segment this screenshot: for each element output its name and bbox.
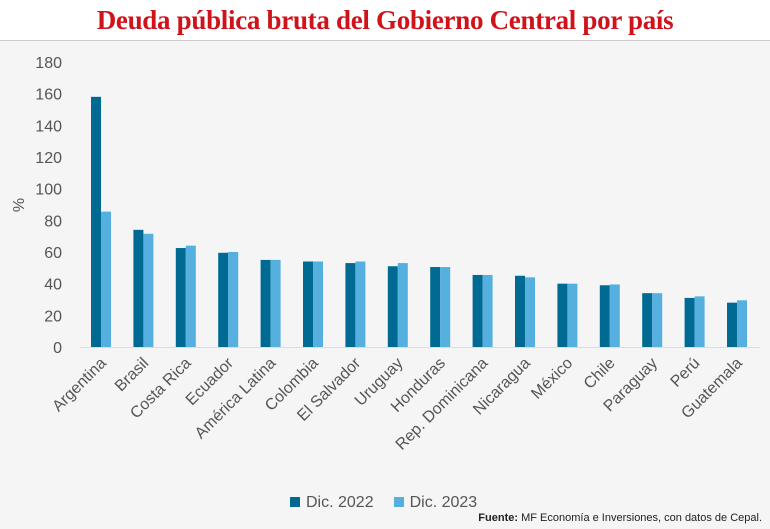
- source-note: Fuente: MF Economía e Inversiones, con d…: [478, 512, 762, 524]
- bar-nicaragua-2023: [525, 277, 535, 347]
- bar-per--2022: [684, 297, 695, 347]
- bar-am-rica-latina-2022: [260, 259, 271, 347]
- y-tick-label: 60: [44, 245, 62, 262]
- y-tick-label: 120: [35, 150, 62, 167]
- bar-costa-rica-2022: [175, 248, 186, 347]
- y-tick-label: 160: [35, 87, 62, 104]
- bar-ecuador-2023: [228, 252, 239, 347]
- bar-chile-2023: [609, 284, 620, 347]
- bar-honduras-2022: [430, 267, 441, 347]
- legend: Dic. 2022 Dic. 2023: [290, 494, 477, 512]
- bar-m-xico-2023: [567, 283, 578, 347]
- x-tick-label: Perú: [668, 355, 704, 391]
- bar-ecuador-2022: [218, 252, 229, 347]
- source-label: Fuente:: [478, 512, 519, 524]
- bar-brasil-2022: [133, 229, 144, 347]
- bar-el-salvador-2023: [355, 261, 366, 347]
- x-tick-label: Chile: [581, 355, 619, 393]
- bar-rep-dominicana-2023: [482, 274, 493, 347]
- bar-argentina-2023: [101, 211, 111, 347]
- bar-paraguay-2023: [652, 293, 663, 347]
- legend-label: Dic. 2022: [306, 494, 374, 511]
- legend-item-2023: Dic. 2023: [393, 494, 478, 512]
- bar-nicaragua-2022: [515, 275, 525, 347]
- legend-swatch: [393, 497, 404, 507]
- chart-title: Deuda pública bruta del Gobierno Central…: [0, 0, 770, 41]
- bar-colombia-2022: [303, 261, 313, 347]
- bar-brasil-2023: [143, 233, 154, 347]
- bar-el-salvador-2022: [345, 263, 356, 347]
- bar-paraguay-2022: [642, 293, 653, 347]
- source-text: MF Economía e Inversiones, con datos de …: [521, 512, 762, 524]
- bar-guatemala-2022: [727, 302, 737, 347]
- bar-costa-rica-2023: [185, 245, 196, 347]
- y-axis-label: %: [11, 198, 28, 212]
- legend-swatch: [290, 497, 300, 507]
- y-tick-label: 20: [44, 308, 62, 325]
- y-tick-label: 80: [44, 213, 62, 230]
- bar-uruguay-2022: [387, 266, 398, 347]
- bar-argentina-2022: [91, 96, 101, 347]
- y-tick-label: 100: [35, 182, 62, 199]
- bar-m-xico-2022: [557, 283, 568, 347]
- y-tick-label: 0: [53, 340, 62, 357]
- bar-am-rica-latina-2023: [270, 259, 281, 347]
- bar-guatemala-2023: [737, 300, 747, 347]
- y-tick-label: 140: [35, 118, 62, 135]
- bar-chile-2022: [599, 285, 610, 347]
- x-tick-label: México: [528, 355, 576, 403]
- bar-uruguay-2023: [397, 263, 408, 347]
- x-tick-label: Brasil: [112, 355, 152, 395]
- legend-label: Dic. 2023: [409, 494, 478, 511]
- legend-item-2022: Dic. 2022: [290, 494, 374, 512]
- y-tick-label: 40: [44, 277, 62, 294]
- bar-rep-dominicana-2022: [472, 274, 483, 347]
- bar-colombia-2023: [313, 261, 323, 347]
- bar-per--2023: [694, 296, 705, 347]
- x-tick-label: Argentina: [49, 355, 110, 416]
- bar-honduras-2023: [440, 267, 451, 347]
- y-tick-label: 180: [35, 55, 62, 72]
